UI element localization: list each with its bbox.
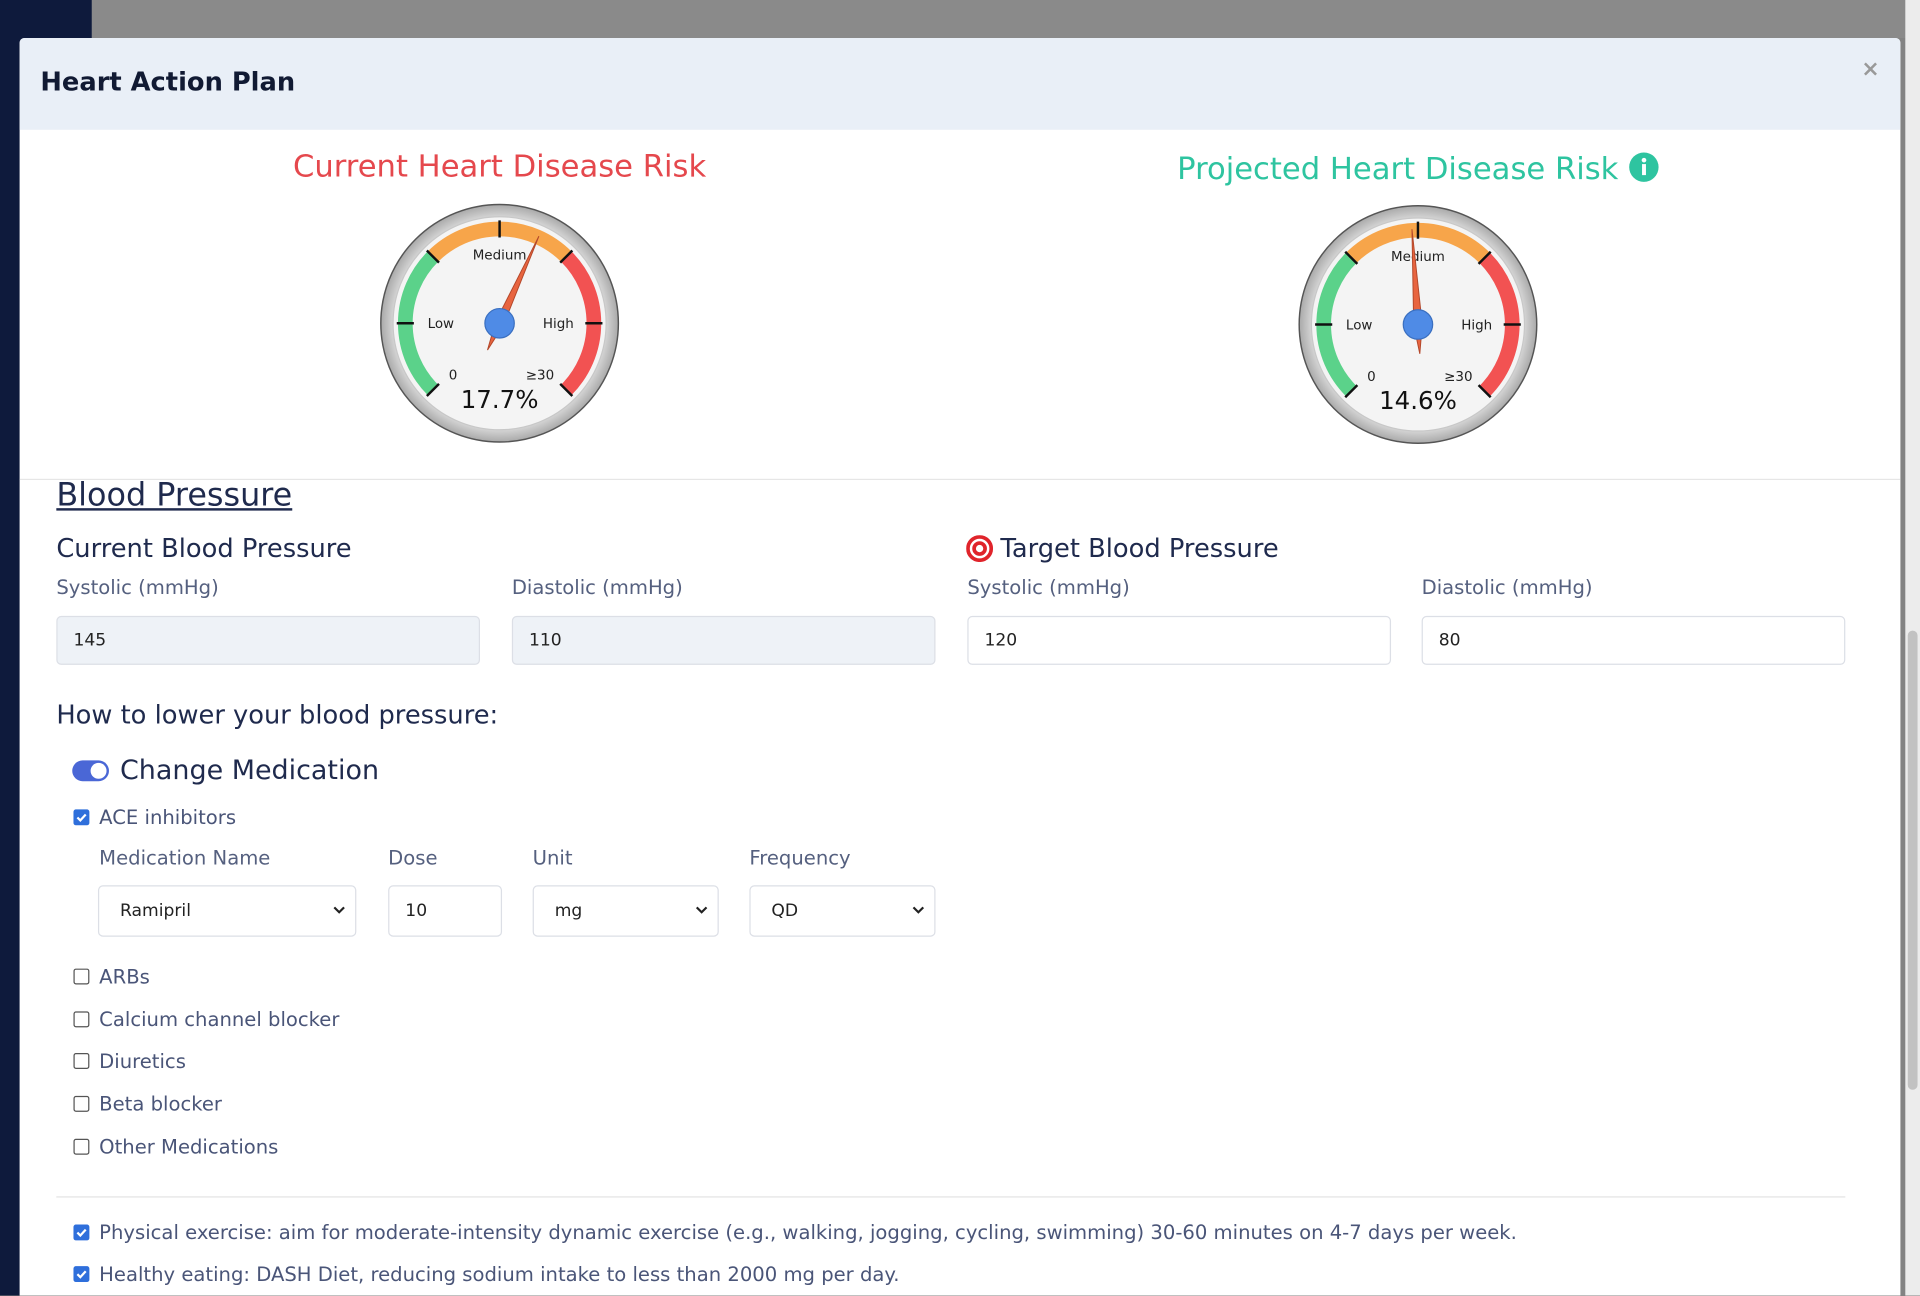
- min-label: 0: [1367, 370, 1376, 385]
- subsection-title: Current Blood Pressure: [56, 533, 352, 564]
- gauge-tick: [559, 249, 574, 264]
- toggle-label: Change Medication: [120, 755, 380, 787]
- input-field[interactable]: 80: [1421, 615, 1846, 665]
- gauge-title-text: Projected Heart Disease Risk: [1177, 150, 1619, 187]
- field-label: Dose: [388, 846, 438, 870]
- checkbox-label: Beta blocker: [99, 1092, 222, 1116]
- chevron: [695, 906, 708, 914]
- checkbox[interactable]: [73, 1053, 90, 1069]
- zone-label: High: [543, 317, 574, 332]
- check: [76, 813, 87, 823]
- zone-label: Medium: [1391, 250, 1445, 265]
- select[interactable]: QD: [749, 885, 936, 937]
- select[interactable]: mg: [532, 885, 719, 937]
- checkbox-label: Healthy eating: DASH Diet, reducing sodi…: [99, 1262, 900, 1286]
- gauge-title: Projected Heart Disease Risk: [1051, 148, 1786, 190]
- checkbox[interactable]: [73, 1095, 90, 1112]
- zone-label: High: [1461, 318, 1492, 333]
- checkbox-label: Other Medications: [99, 1135, 279, 1159]
- zone-label: Low: [1346, 318, 1373, 333]
- check: [76, 1270, 87, 1279]
- gauge-tick: [1477, 384, 1492, 399]
- gauge-hub: [1402, 309, 1434, 340]
- checkbox[interactable]: [73, 1138, 90, 1155]
- select-value: Ramipril: [120, 901, 191, 921]
- divider: [56, 1196, 1846, 1198]
- gauge-tick: [425, 249, 440, 264]
- checkbox[interactable]: [73, 809, 90, 826]
- info-icon[interactable]: [1628, 152, 1659, 183]
- min-label: 0: [449, 369, 458, 384]
- zone-label: Medium: [473, 249, 527, 264]
- field-label: Frequency: [749, 846, 851, 870]
- max-label: ≥30: [526, 369, 554, 384]
- subsection-title: Target Blood Pressure: [1000, 533, 1279, 564]
- gauge-value: 14.6%: [1379, 386, 1457, 415]
- input-field[interactable]: 110: [511, 615, 936, 665]
- select[interactable]: Ramipril: [97, 885, 357, 937]
- gauge-tick: [1344, 250, 1359, 265]
- select-value: QD: [771, 901, 799, 921]
- select-value: mg: [554, 901, 583, 921]
- modal-header: [19, 37, 1901, 130]
- field-label: Systolic (mmHg): [56, 575, 219, 599]
- checkbox[interactable]: [73, 968, 90, 985]
- gauge-hub: [484, 307, 515, 339]
- input-field[interactable]: 10: [388, 885, 503, 937]
- field-label: Diastolic (mmHg): [1421, 575, 1593, 599]
- input-field[interactable]: 145: [56, 615, 481, 665]
- checkbox-label: ARBs: [99, 964, 150, 989]
- gauge-value: 17.7%: [461, 385, 539, 414]
- checkbox-label: Calcium channel blocker: [99, 1007, 340, 1032]
- gauge-tick: [1344, 384, 1359, 399]
- modal: Heart Action Plan ×: [19, 37, 1901, 1296]
- chevron: [333, 906, 345, 914]
- checkbox-label: ACE inhibitors: [99, 805, 237, 829]
- max-label: ≥30: [1444, 370, 1472, 385]
- close-button[interactable]: ×: [1861, 56, 1880, 83]
- gauge-title: Current Heart Disease Risk: [292, 148, 707, 184]
- toggle[interactable]: [72, 760, 109, 782]
- zone-label: Low: [428, 317, 455, 332]
- input-field[interactable]: 120: [967, 615, 1392, 665]
- chevron: [912, 906, 925, 914]
- divider: [19, 478, 1901, 481]
- topbar: [91, 0, 1920, 38]
- modal-title: Heart Action Plan: [40, 67, 296, 97]
- gauge-tick: [425, 383, 440, 397]
- gauge-tick: [559, 383, 574, 397]
- field-label: Medication Name: [99, 846, 271, 870]
- checkbox[interactable]: [73, 1224, 90, 1241]
- field-label: Systolic (mmHg): [967, 575, 1130, 599]
- field-label: Unit: [532, 846, 573, 870]
- scrollbar: [1905, 0, 1920, 1296]
- subsection-title: How to lower your blood pressure:: [56, 700, 499, 730]
- gauge-tick: [1477, 250, 1492, 265]
- check: [76, 1228, 87, 1238]
- section-title: Blood Pressure: [56, 477, 293, 515]
- checkbox[interactable]: [73, 1266, 90, 1283]
- toggle-knob: [90, 762, 107, 779]
- field-label: Diastolic (mmHg): [511, 575, 683, 599]
- checkbox-label: Diuretics: [99, 1049, 186, 1073]
- checkbox-label: Physical exercise: aim for moderate-inte…: [99, 1220, 1517, 1245]
- scroll-thumb[interactable]: [1907, 630, 1918, 1090]
- checkbox[interactable]: [73, 1011, 90, 1028]
- target-icon: [966, 535, 994, 563]
